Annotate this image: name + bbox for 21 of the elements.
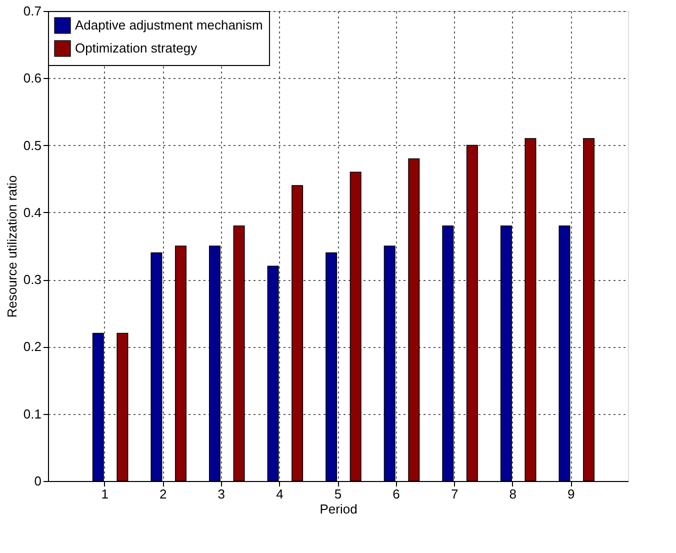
legend-label: Adaptive adjustment mechanism [75, 18, 263, 32]
y-tick-label: 0.3 [23, 272, 42, 288]
x-tick-label: 8 [509, 486, 516, 502]
legend-label: Optimization strategy [75, 40, 198, 56]
x-tick-label: 7 [450, 486, 458, 502]
x-tick-label: 4 [276, 486, 284, 502]
x-tick-label: 2 [160, 486, 167, 502]
y-tick-label: 0.7 [23, 4, 42, 18]
x-tick-label: 9 [568, 486, 575, 502]
y-tick-label: 0.2 [23, 339, 42, 354]
y-tick-label: 0 [34, 474, 42, 488]
x-tick-label: 6 [392, 486, 400, 502]
y-tick-label: 0.6 [23, 70, 42, 86]
y-tick-label: 0.5 [23, 138, 42, 153]
x-tick-label: 5 [334, 486, 342, 502]
x-tick-label: 1 [101, 486, 108, 502]
y-tick-label: 0.4 [23, 204, 42, 220]
x-axis-title: Period [320, 502, 358, 516]
y-tick-label: 0.1 [23, 406, 42, 422]
x-tick-label: 3 [218, 486, 226, 502]
y-axis-title: Resource utilization ratio [4, 175, 20, 318]
